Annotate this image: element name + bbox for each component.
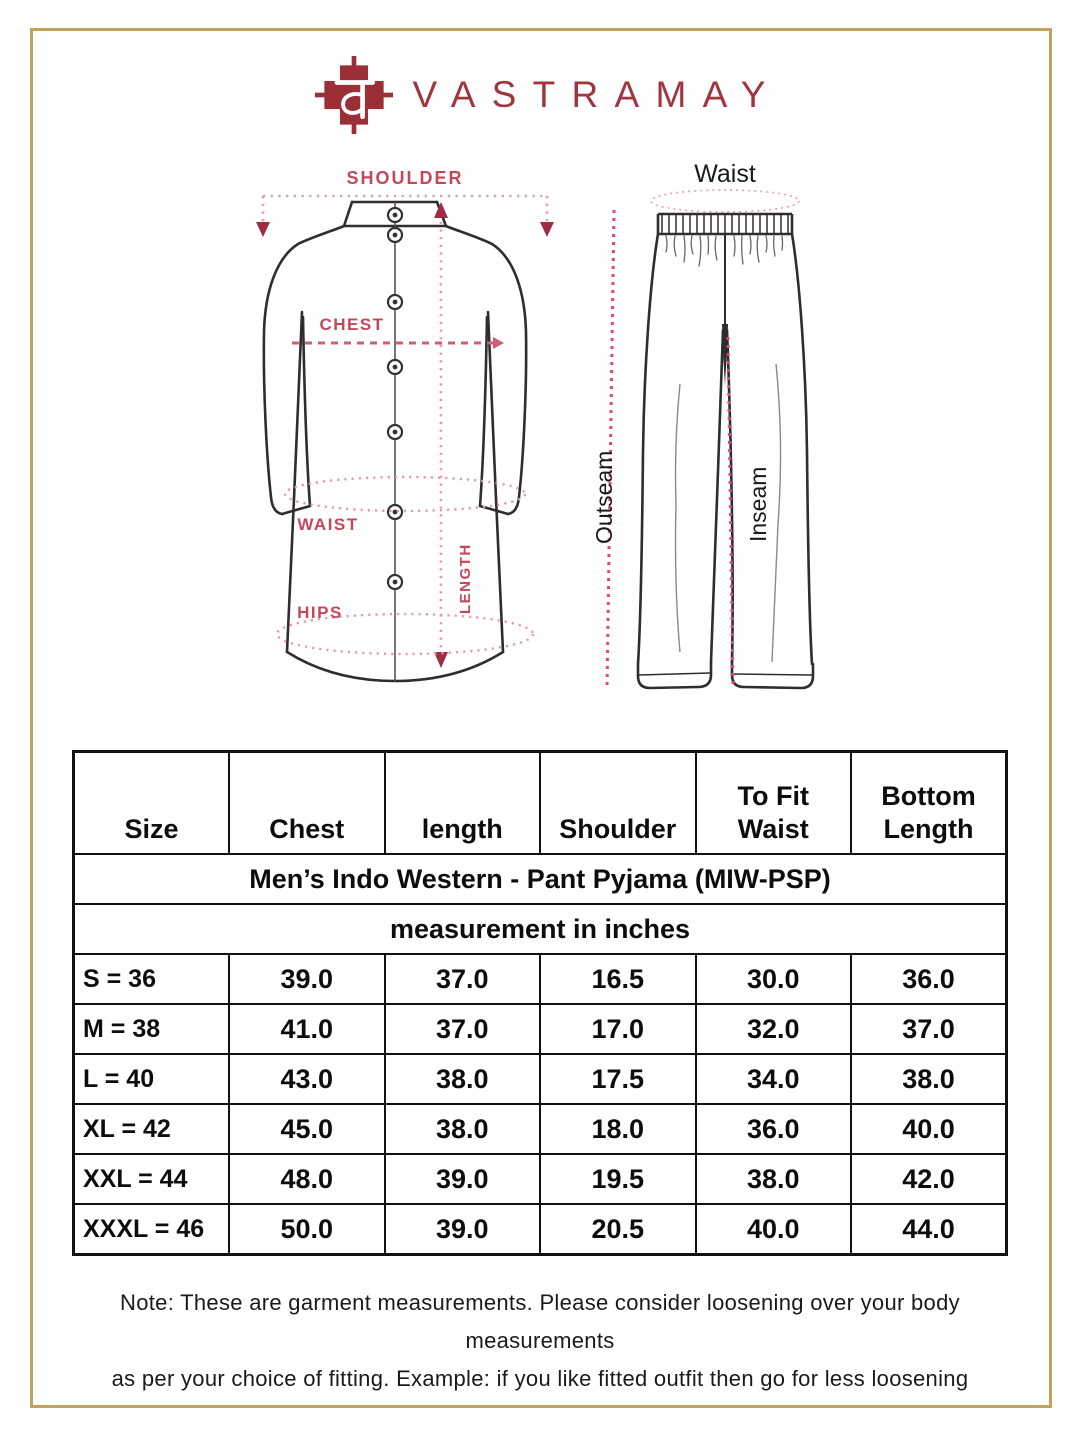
value-cell: 48.0 — [228, 1153, 386, 1205]
measure-arrows — [256, 202, 554, 668]
table-row: L = 40 43.0 38.0 17.5 34.0 38.0 — [72, 1053, 1008, 1105]
vastramay-monogram-icon — [314, 56, 393, 134]
table-row: M = 38 41.0 37.0 17.0 32.0 37.0 — [72, 1003, 1008, 1055]
value-cell: 19.5 — [539, 1153, 697, 1205]
size-cell: XXXL = 46 — [72, 1203, 230, 1256]
value-cell: 37.0 — [383, 953, 541, 1005]
pant-wrinkle-lines — [674, 363, 782, 663]
measurement-note: Note: These are garment measurements. Pl… — [60, 1284, 1020, 1398]
table-subtitle: measurement in inches — [72, 903, 1008, 955]
col-header-to-fit-waist: To Fit Waist — [694, 750, 852, 855]
value-cell: 30.0 — [694, 953, 852, 1005]
hips-label: HIPS — [297, 603, 343, 622]
crotch-seam — [722, 324, 728, 386]
kurta-annotations: SHOULDER CHEST WAIST HIPS LENGTH — [256, 168, 554, 668]
shoulder-label: SHOULDER — [346, 168, 463, 188]
value-cell: 45.0 — [228, 1103, 386, 1155]
value-cell: 16.5 — [539, 953, 697, 1005]
col-header-shoulder: Shoulder — [539, 750, 697, 855]
size-cell: L = 40 — [72, 1053, 230, 1105]
table-row: XL = 42 45.0 38.0 18.0 36.0 40.0 — [72, 1103, 1008, 1155]
inseam-label: Inseam — [745, 467, 771, 542]
value-cell: 37.0 — [383, 1003, 541, 1055]
size-cell: XL = 42 — [72, 1103, 230, 1155]
size-cell: S = 36 — [72, 953, 230, 1005]
table-title-row: Men’s Indo Western - Pant Pyjama (MIW-PS… — [72, 853, 1008, 905]
value-cell: 40.0 — [694, 1203, 852, 1256]
waist-label: WAIST — [297, 515, 358, 534]
col-header-chest: Chest — [228, 750, 386, 855]
chest-label: CHEST — [319, 315, 384, 334]
value-cell: 38.0 — [383, 1053, 541, 1105]
note-line-1: Note: These are garment measurements. Pl… — [120, 1290, 960, 1353]
value-cell: 36.0 — [694, 1103, 852, 1155]
table-title: Men’s Indo Western - Pant Pyjama (MIW-PS… — [72, 853, 1008, 905]
size-cell: XXL = 44 — [72, 1153, 230, 1205]
pyjama-measurement-diagram: Waist — [591, 160, 815, 691]
value-cell: 44.0 — [850, 1203, 1008, 1256]
col-header-bottom-length: Bottom Length — [850, 750, 1008, 855]
value-cell: 17.5 — [539, 1053, 697, 1105]
table-header: Size Chest length Shoulder To Fit Waist … — [72, 750, 1008, 855]
value-cell: 42.0 — [850, 1153, 1008, 1205]
value-cell: 38.0 — [694, 1153, 852, 1205]
outseam-label: Outseam — [591, 451, 617, 544]
col-header-length: length — [383, 750, 541, 855]
brand-wordmark: VASTRAMAY — [412, 74, 782, 115]
size-cell: M = 38 — [72, 1003, 230, 1055]
value-cell: 34.0 — [694, 1053, 852, 1105]
kurta-measurement-diagram: SHOULDER CHEST WAIST HIPS LENGTH — [256, 168, 554, 683]
value-cell: 38.0 — [383, 1103, 541, 1155]
value-cell: 36.0 — [850, 953, 1008, 1005]
value-cell: 39.0 — [383, 1153, 541, 1205]
value-cell: 37.0 — [850, 1003, 1008, 1055]
length-label: LENGTH — [457, 543, 474, 614]
pant-waist-label: Waist — [694, 160, 756, 188]
size-table-body: S = 36 39.0 37.0 16.5 30.0 36.0 M = 38 41.0 37.0… — [72, 953, 1008, 1256]
col-header-size: Size — [72, 750, 230, 855]
table-row: XXXL = 46 50.0 39.0 20.5 40.0 44.0 — [72, 1203, 1008, 1256]
brand-logo: VASTRAMAY — [0, 56, 1080, 134]
value-cell: 18.0 — [539, 1103, 697, 1155]
devanagari-va-glyph — [334, 80, 375, 120]
pant-outline — [636, 232, 815, 690]
waist-ellipse — [650, 189, 800, 213]
value-cell: 17.0 — [539, 1003, 697, 1055]
table-subtitle-row: measurement in inches — [72, 903, 1008, 955]
value-cell: 32.0 — [694, 1003, 852, 1055]
value-cell: 41.0 — [228, 1003, 386, 1055]
table-row: XXL = 44 48.0 39.0 19.5 38.0 42.0 — [72, 1153, 1008, 1205]
size-chart-table: Men’s Indo Western - Pant Pyjama (MIW-PS… — [72, 750, 1008, 1256]
value-cell: 43.0 — [228, 1053, 386, 1105]
value-cell: 38.0 — [850, 1053, 1008, 1105]
value-cell: 20.5 — [539, 1203, 697, 1256]
value-cell: 40.0 — [850, 1103, 1008, 1155]
value-cell: 39.0 — [383, 1203, 541, 1256]
pant-waistband — [656, 212, 794, 267]
note-line-2: as per your choice of fitting. Example: … — [111, 1366, 969, 1391]
table-row: S = 36 39.0 37.0 16.5 30.0 36.0 — [72, 953, 1008, 1005]
value-cell: 50.0 — [228, 1203, 386, 1256]
kurta-buttons — [386, 206, 404, 591]
value-cell: 39.0 — [228, 953, 386, 1005]
pant-measure-lines — [605, 209, 735, 691]
